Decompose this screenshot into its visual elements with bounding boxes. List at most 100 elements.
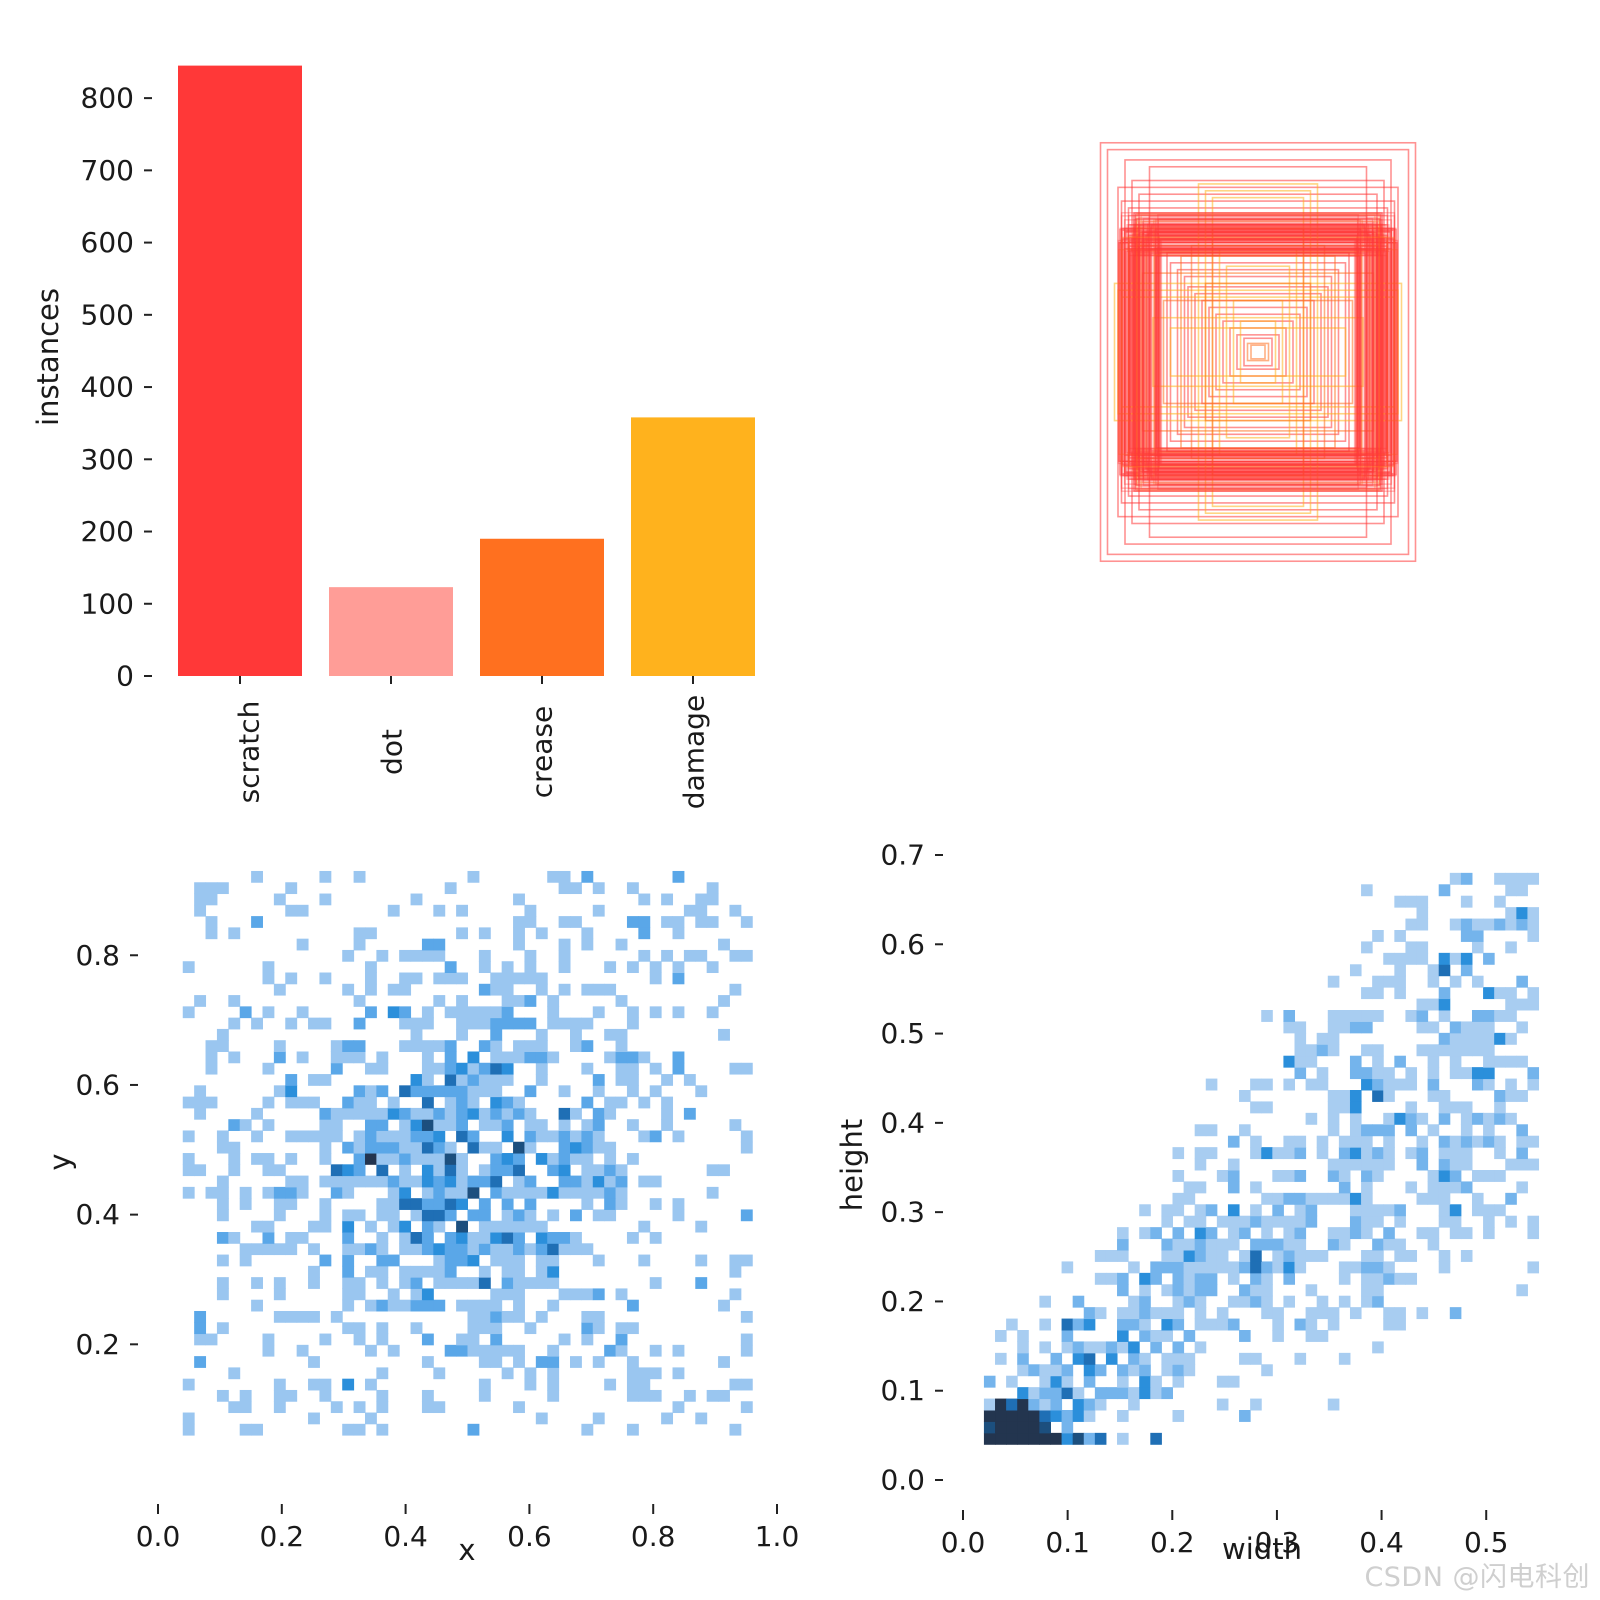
heatmap-cell bbox=[1117, 1227, 1129, 1240]
heatmap-cell bbox=[501, 1017, 514, 1030]
heatmap-cell bbox=[1194, 1158, 1207, 1171]
heatmap-cell bbox=[1349, 1021, 1362, 1034]
heatmap-cell bbox=[535, 1356, 548, 1368]
heatmap-cell bbox=[1361, 941, 1373, 954]
heatmap-cell bbox=[1494, 895, 1506, 908]
heatmap-cell bbox=[467, 1130, 480, 1143]
heatmap-cell bbox=[478, 1220, 491, 1233]
heatmap-cell bbox=[1072, 1352, 1085, 1365]
heatmap-cell bbox=[262, 1220, 275, 1233]
bbox-outline bbox=[1142, 223, 1374, 481]
heatmap-cell bbox=[1017, 1364, 1029, 1377]
heatmap-cell bbox=[1394, 1250, 1406, 1262]
bbox-outline bbox=[1139, 222, 1377, 482]
bbox-outline bbox=[1128, 239, 1388, 465]
heatmap-cell bbox=[1183, 1295, 1196, 1308]
heatmap-cell bbox=[1427, 1090, 1440, 1102]
heatmap-cell bbox=[570, 1153, 582, 1165]
heatmap-cell bbox=[1527, 872, 1540, 885]
bbox-outline bbox=[1121, 236, 1395, 468]
bbox-outline bbox=[1117, 289, 1399, 415]
heatmap-cell bbox=[513, 1209, 525, 1222]
heatmap-cell bbox=[194, 904, 207, 917]
bbox-outline bbox=[1118, 242, 1398, 462]
heatmap-cell bbox=[1294, 1227, 1307, 1240]
heatmap-cell bbox=[319, 1119, 332, 1131]
heatmap-cell bbox=[1449, 952, 1462, 965]
heatmap-cell bbox=[1361, 1261, 1373, 1274]
heatmap-cell bbox=[513, 1040, 525, 1052]
heatmap-cell bbox=[1039, 1421, 1051, 1434]
heatmap-cell bbox=[729, 1288, 742, 1301]
heatmap-cell bbox=[228, 995, 241, 1007]
heatmap-cell bbox=[1449, 1135, 1462, 1148]
heatmap-cell bbox=[410, 1243, 423, 1256]
heatmap-cell bbox=[524, 1209, 537, 1222]
heatmap-cell bbox=[1471, 1135, 1484, 1148]
heatmap-cell bbox=[433, 1153, 446, 1165]
bbox-outline bbox=[1187, 286, 1329, 418]
bbox-outline bbox=[1127, 236, 1389, 468]
heatmap-cell bbox=[285, 1074, 298, 1086]
heatmap-cell bbox=[513, 1310, 525, 1323]
heatmap-cell bbox=[1505, 1112, 1517, 1125]
heatmap-cell bbox=[592, 1130, 605, 1143]
heatmap-cell bbox=[421, 1333, 434, 1346]
heatmap-cell bbox=[570, 1028, 582, 1041]
heatmap-cell bbox=[1383, 1272, 1395, 1285]
heatmap-cell bbox=[570, 1243, 582, 1256]
heatmap-cell bbox=[1505, 918, 1517, 931]
xtick-label: 0.0 bbox=[941, 1526, 986, 1559]
heatmap-cell bbox=[1327, 1010, 1340, 1022]
heatmap-cell bbox=[1283, 1250, 1296, 1262]
heatmap-cell bbox=[570, 916, 582, 928]
bbox-outline bbox=[1134, 212, 1382, 492]
bbox-outline bbox=[1139, 247, 1377, 457]
heatmap-cell bbox=[1338, 1147, 1351, 1160]
heatmap-cell bbox=[672, 972, 685, 985]
xtick-label: 1.0 bbox=[755, 1520, 800, 1553]
heatmap-cell bbox=[342, 1232, 355, 1244]
heatmap-cell bbox=[421, 1198, 434, 1210]
heatmap-cell bbox=[353, 1401, 366, 1414]
heatmap-cell bbox=[1305, 1215, 1318, 1228]
heatmap-cell bbox=[547, 1367, 560, 1380]
heatmap-cell bbox=[285, 1017, 298, 1030]
heatmap-cell bbox=[262, 972, 275, 985]
bbox-outline bbox=[1127, 224, 1389, 480]
heatmap-cell bbox=[1183, 1250, 1196, 1262]
heatmap-cell bbox=[1372, 1158, 1384, 1171]
heatmap-cell bbox=[547, 995, 560, 1007]
heatmap-cell bbox=[1349, 1124, 1362, 1137]
heatmap-cell bbox=[308, 1220, 320, 1233]
heatmap-cell bbox=[1438, 1261, 1451, 1274]
heatmap-cell bbox=[319, 1389, 332, 1402]
heatmap-cell bbox=[444, 1096, 457, 1109]
heatmap-cell bbox=[558, 1333, 571, 1346]
heatmap-cell bbox=[581, 1310, 594, 1323]
heatmap-cell bbox=[626, 1423, 639, 1436]
heatmap-cell bbox=[1316, 1330, 1329, 1342]
heatmap-cell bbox=[558, 983, 571, 996]
heatmap-cell bbox=[1527, 998, 1540, 1011]
heatmap-cell bbox=[216, 1254, 229, 1267]
heatmap-cell bbox=[490, 1288, 503, 1301]
heatmap-cell bbox=[558, 1288, 571, 1301]
heatmap-cell bbox=[490, 1062, 503, 1075]
heatmap-cell bbox=[1227, 1135, 1240, 1148]
heatmap-cell bbox=[308, 1378, 320, 1391]
bbox-outline bbox=[1143, 249, 1373, 455]
heatmap-cell bbox=[1460, 895, 1473, 908]
xtick-label: 0.2 bbox=[260, 1520, 305, 1553]
heatmap-cell bbox=[376, 1164, 389, 1177]
heatmap-cell bbox=[399, 1040, 412, 1052]
heatmap-cell bbox=[342, 1220, 355, 1233]
heatmap-cell bbox=[490, 1017, 503, 1030]
heatmap-cell bbox=[421, 1130, 434, 1143]
heatmap-cell bbox=[478, 1243, 491, 1256]
bbox-outline bbox=[1157, 218, 1359, 486]
bbox-outline bbox=[1138, 225, 1378, 479]
heatmap-cell bbox=[478, 1209, 491, 1222]
heatmap-cell bbox=[1161, 1330, 1173, 1342]
heatmap-cell bbox=[638, 916, 651, 928]
